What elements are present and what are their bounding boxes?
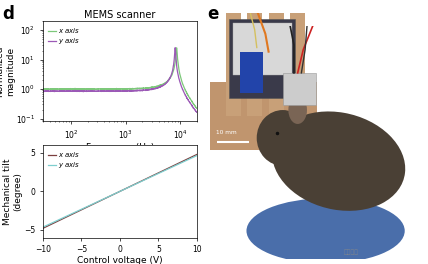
X-axis label: Frequency (Hz): Frequency (Hz) [86,143,154,152]
$y$ axis [194,154,199,157]
$x$ axis [194,107,199,110]
$x$ axis [108,87,113,91]
$x$ axis [146,86,151,89]
$y$ axis [81,206,86,210]
$y$ axis [46,223,51,226]
$y$ axis [163,82,168,85]
$x$ axis [81,207,86,210]
$x$ axis [50,222,55,225]
$y$ axis [146,88,151,91]
Text: 10 mm: 10 mm [216,130,237,135]
$x$ axis [40,87,45,91]
Bar [247,13,262,116]
Bar [233,23,292,75]
Ellipse shape [272,111,405,211]
$y$ axis [181,160,186,163]
Y-axis label: Normalized
magnitude: Normalized magnitude [0,45,15,97]
Title: MEMS scanner: MEMS scanner [84,10,155,20]
Legend: $x$ axis, $y$ axis: $x$ axis, $y$ axis [46,149,82,172]
Y-axis label: Mechanical tilt
(degree): Mechanical tilt (degree) [3,158,23,225]
Text: d: d [2,5,14,23]
Bar [226,13,241,116]
$y$ axis [40,226,45,229]
Bar [210,82,317,150]
$y$ axis [103,89,108,93]
$x$ axis [163,81,168,84]
Text: 中国激光: 中国激光 [343,249,359,255]
$y$ axis [108,89,113,93]
Ellipse shape [247,198,405,263]
$y$ axis [160,84,166,87]
Ellipse shape [257,110,309,166]
$x$ axis [187,157,192,160]
$x$ axis [103,88,108,91]
X-axis label: Control voltage (V): Control voltage (V) [77,256,163,264]
$y$ axis [56,89,61,93]
Bar [269,13,283,116]
$y$ axis [69,212,74,215]
$y$ axis [187,158,192,161]
$x$ axis [160,82,166,86]
$x$ axis [40,227,45,230]
Line: $x$ axis: $x$ axis [43,154,197,228]
Bar [290,13,305,116]
Bar [229,19,295,98]
Line: $y$ axis: $y$ axis [43,155,197,227]
$x$ axis [46,224,51,227]
$x$ axis [56,88,61,91]
Line: $x$ axis: $x$ axis [43,48,197,108]
$y$ axis [194,111,199,114]
$x$ axis [181,159,186,162]
$x$ axis [194,153,199,156]
$x$ axis [69,213,74,216]
$y$ axis [194,111,199,114]
$x$ axis [174,46,179,49]
Bar [240,52,263,93]
Line: $y$ axis: $y$ axis [43,48,197,112]
Ellipse shape [288,96,307,124]
$x$ axis [194,107,199,110]
Text: e: e [208,5,219,23]
$y$ axis [172,46,178,49]
$y$ axis [50,221,55,224]
$y$ axis [40,89,45,93]
Bar [283,73,316,105]
Legend: $x$ axis, $y$ axis: $x$ axis, $y$ axis [46,25,82,48]
